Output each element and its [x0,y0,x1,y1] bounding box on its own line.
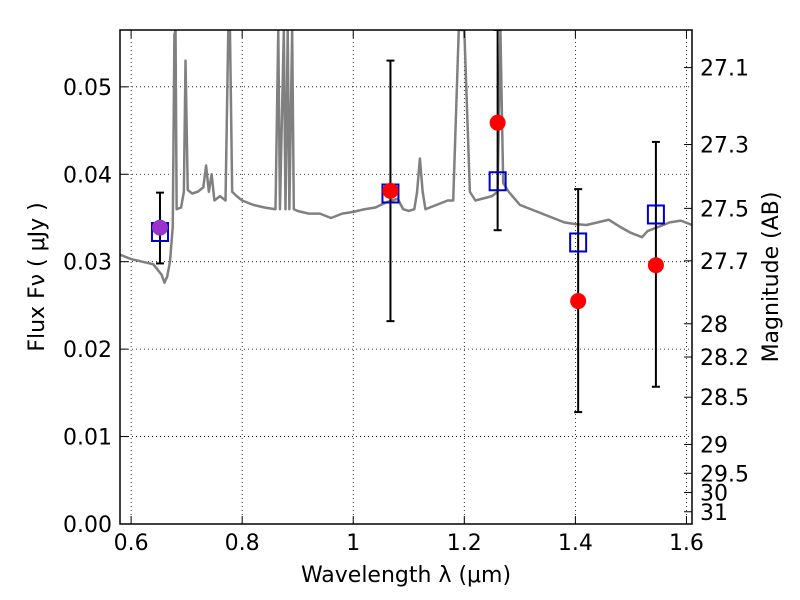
series-layer [120,30,692,414]
y-tick-label: 0.03 [63,251,112,276]
observed-point-circle [489,114,506,131]
x-axis-label: Wavelength λ (μm) [301,563,511,588]
y2-tick-label: 29 [700,433,728,458]
y2-tick-label: 27.7 [700,250,749,275]
observed-point-circle [382,182,399,199]
y2-tick-label: 30 [700,482,728,507]
y2-tick-label: 28.2 [700,346,749,371]
y2-tick-label: 27.1 [700,57,749,82]
y2-axis-label: Magnitude (AB) [759,192,784,363]
y-tick-label: 0.01 [63,426,112,451]
ticks [120,30,692,525]
y2-tick-label: 28.5 [700,386,749,411]
y-tick-label: 0.05 [63,76,112,101]
x-tick-label: 1.4 [558,531,593,556]
x-tick-label: 1 [346,531,360,556]
y-tick-label: 0.04 [63,163,112,188]
x-tick-label: 0.6 [114,531,149,556]
model-point-square [488,171,507,192]
y-tick-label: 0.00 [63,513,112,538]
x-tick-label: 1.6 [669,531,704,556]
tick-labels: 0.6 0.8 1 1.2 1.4 1.6 0.00 0.01 0.02 0.03 0.04 0.05… [63,57,749,556]
observed-point-circle [151,219,168,236]
y2-tick-label: 27.3 [700,134,749,159]
y2-tick-label: 28 [700,313,728,338]
y2-tick-label: 31 [700,501,728,526]
plot-frame [119,29,693,525]
model-point-square [646,204,665,225]
x-tick-label: 1.2 [447,531,482,556]
y-axis-label: Flux Fν ( μJy ) [25,202,50,351]
observed-point-circle [647,257,664,274]
observed-point-circle [570,293,587,310]
y2-tick-label: 27.5 [700,197,749,222]
y-tick-label: 0.02 [63,338,112,363]
y2-tick-label: 29.5 [700,462,749,487]
model-point-square [569,232,588,253]
plot-background [120,30,692,524]
x-tick-label: 0.8 [225,531,260,556]
spectrum-line [120,30,692,284]
